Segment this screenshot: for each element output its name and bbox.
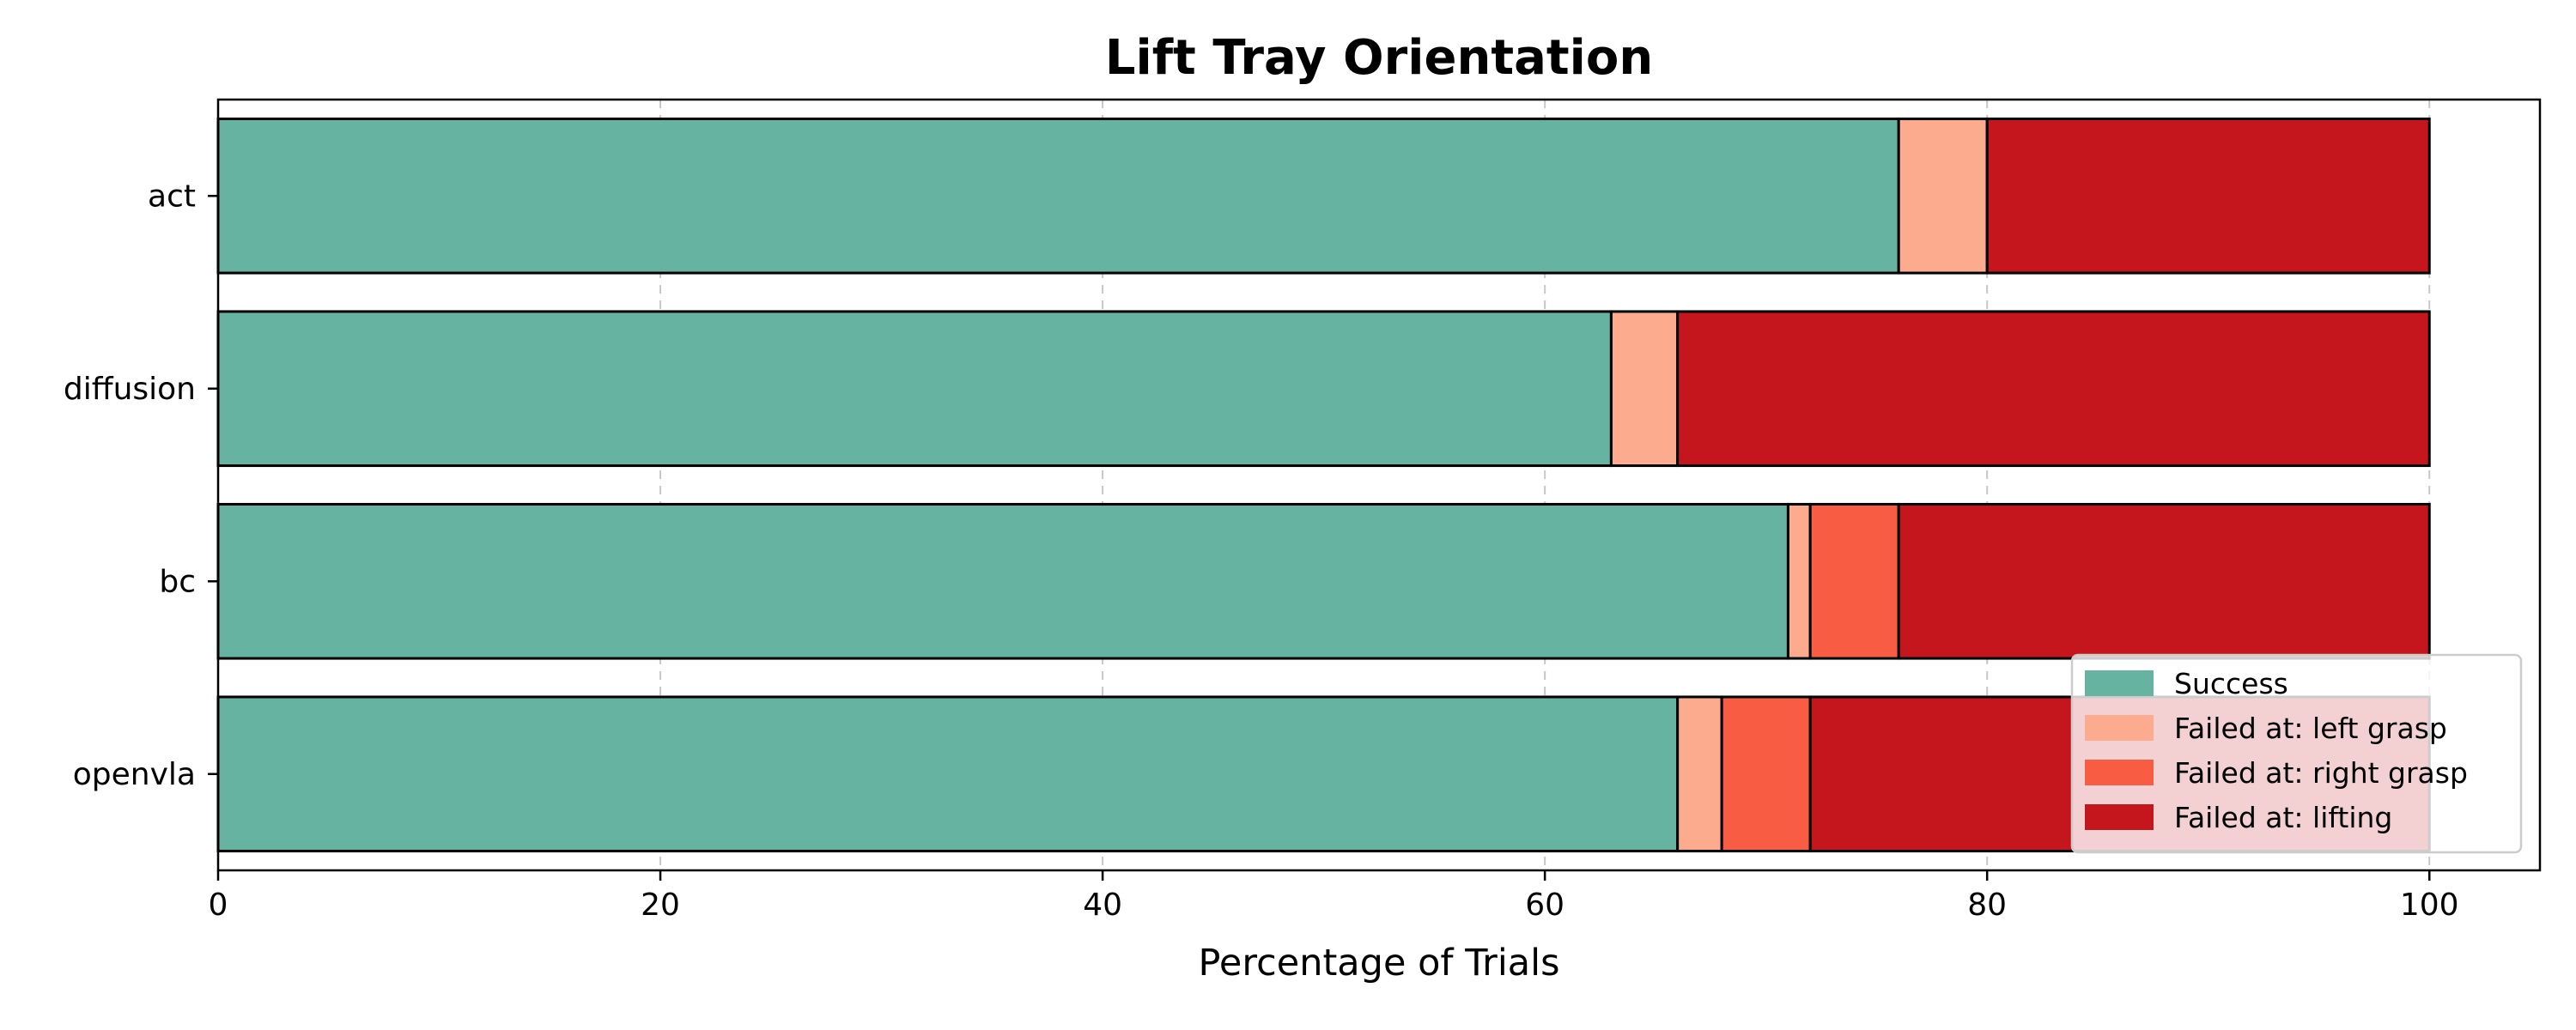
x-ticks: 0 20 40 60 80 100 xyxy=(209,870,2459,923)
y-tick-label-diffusion: diffusion xyxy=(64,372,196,407)
legend: Success Failed at: left grasp Failed at: r… xyxy=(2070,653,2523,854)
bar-act-failed-at-left-grasp xyxy=(1897,117,1989,275)
legend-swatch-failed-at-right-grasp xyxy=(2085,760,2154,785)
plot-frame xyxy=(216,98,2542,872)
bar-openvla-success xyxy=(216,695,1680,853)
bar-diffusion-failed-at-left-grasp xyxy=(1609,310,1680,468)
bar-diffusion-failed-at-lifting xyxy=(1676,310,2431,468)
legend-swatch-failed-at-left-grasp xyxy=(2085,715,2154,741)
legend-label-failed-at-lifting: Failed at: lifting xyxy=(2174,801,2392,834)
chart-title: Lift Tray Orientation xyxy=(1105,30,1653,86)
bar-bc-success xyxy=(216,502,1789,660)
bar-openvla-failed-at-right-grasp xyxy=(1720,695,1812,853)
x-tick-label: 100 xyxy=(2400,888,2459,923)
y-ticks: act diffusion bc openvla xyxy=(64,179,218,792)
legend-label-failed-at-left-grasp: Failed at: left grasp xyxy=(2174,712,2447,745)
legend-swatch-failed-at-lifting xyxy=(2085,804,2154,830)
bar-bc-failed-at-left-grasp xyxy=(1786,502,1812,660)
y-tick-label-bc: bc xyxy=(159,564,196,599)
legend-label-failed-at-right-grasp: Failed at: right grasp xyxy=(2174,756,2468,790)
bar-bc-failed-at-right-grasp xyxy=(1808,502,1900,660)
x-tick-label: 80 xyxy=(1967,888,2007,923)
x-tick-label: 20 xyxy=(641,888,680,923)
legend-box xyxy=(2070,653,2523,854)
x-tick-label: 60 xyxy=(1525,888,1564,923)
legend-label-success: Success xyxy=(2174,667,2288,700)
y-tick-label-act: act xyxy=(148,179,196,214)
y-tick-label-openvla: openvla xyxy=(73,757,196,792)
bar-act-failed-at-lifting xyxy=(1985,117,2431,275)
x-tick-label: 0 xyxy=(209,888,228,923)
legend-swatch-success xyxy=(2085,670,2154,696)
bar-bc-failed-at-lifting xyxy=(1897,502,2431,660)
x-tick-label: 40 xyxy=(1083,888,1122,923)
x-axis-label: Percentage of Trials xyxy=(1199,942,1560,985)
bar-act-success xyxy=(216,117,1900,275)
bar-openvla-failed-at-left-grasp xyxy=(1676,695,1723,853)
bar-diffusion-success xyxy=(216,310,1613,468)
